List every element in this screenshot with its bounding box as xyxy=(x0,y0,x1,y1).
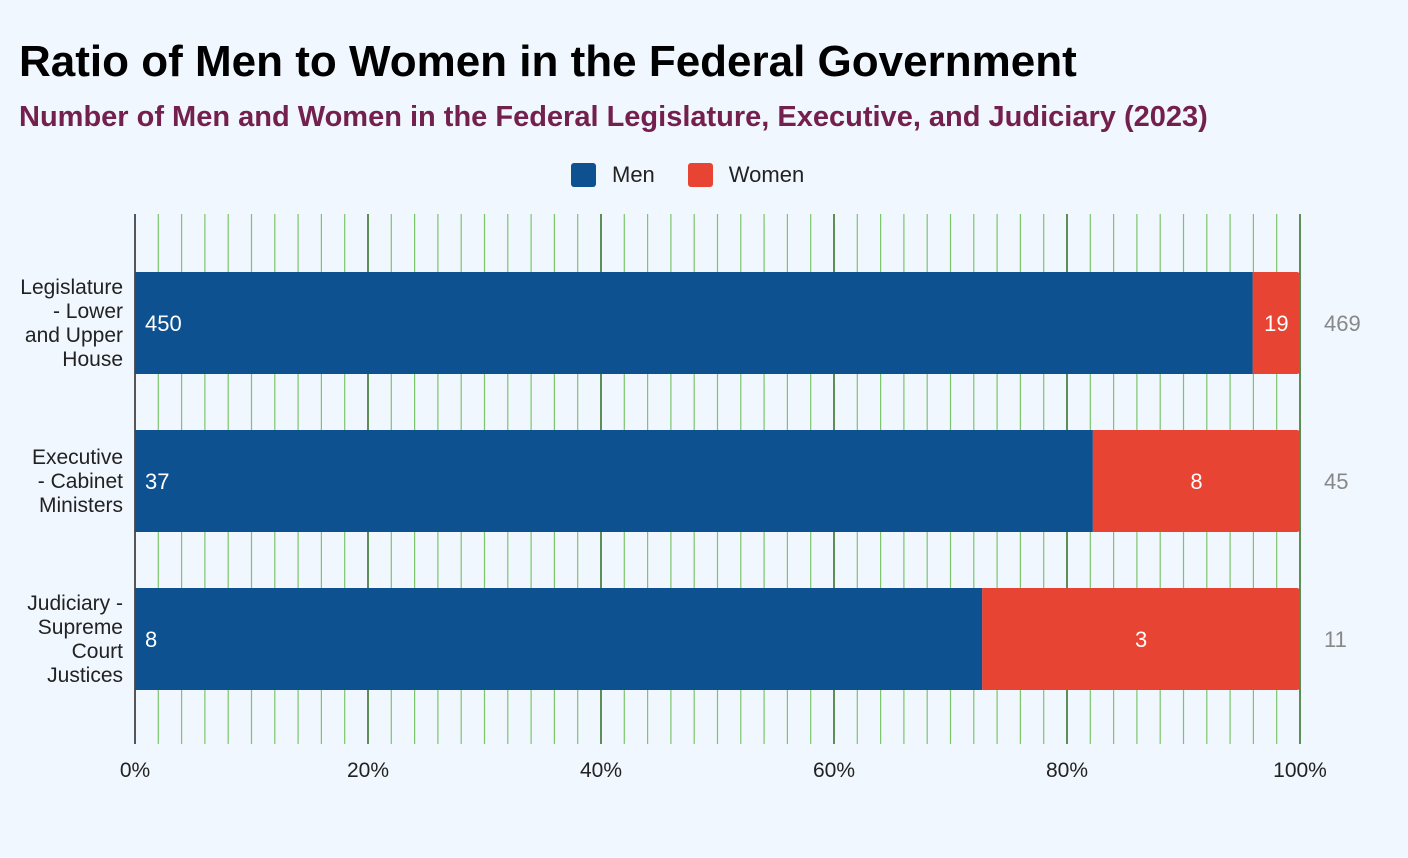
data-label-women: 19 xyxy=(1264,311,1288,336)
bar-men xyxy=(135,588,983,690)
legend-swatch-men xyxy=(571,163,596,187)
bar-men xyxy=(135,272,1253,374)
data-label-women: 3 xyxy=(1135,627,1147,652)
data-label-total: 45 xyxy=(1324,469,1348,494)
data-label-men: 37 xyxy=(145,469,169,494)
category-label: Ministers xyxy=(39,494,123,517)
legend-item-men[interactable]: Men xyxy=(571,162,655,188)
legend-label-women: Women xyxy=(728,162,805,187)
data-label-women: 8 xyxy=(1190,469,1202,494)
category-label: Executive xyxy=(32,446,123,469)
category-label: Supreme xyxy=(38,616,123,639)
bar-women xyxy=(982,588,1300,690)
category-label: House xyxy=(62,348,123,371)
category-label: - Cabinet xyxy=(38,470,123,493)
bar-women-edge xyxy=(1252,272,1257,374)
bar-women-edge xyxy=(982,588,987,690)
bar-men xyxy=(135,430,1093,532)
legend-item-women[interactable]: Women xyxy=(687,162,805,188)
category-label: Judiciary - xyxy=(27,592,123,615)
chart-subtitle: Number of Men and Women in the Federal L… xyxy=(19,101,1208,133)
category-label: Legislature xyxy=(20,276,123,299)
bar-women-edge xyxy=(1092,430,1097,532)
legend-swatch-women xyxy=(687,163,713,187)
data-label-total: 11 xyxy=(1324,627,1347,652)
chart-title: Ratio of Men to Women in the Federal Gov… xyxy=(19,37,1077,86)
x-tick-label: 40% xyxy=(580,759,622,782)
category-label: and Upper xyxy=(25,324,123,347)
x-tick-label: 20% xyxy=(347,759,389,782)
x-tick-label: 60% xyxy=(813,759,855,782)
data-label-men: 450 xyxy=(145,311,182,336)
x-tick-label: 100% xyxy=(1273,759,1327,782)
legend: Men Women xyxy=(571,162,837,188)
data-label-total: 469 xyxy=(1324,311,1361,336)
x-tick-label: 0% xyxy=(120,759,150,782)
category-label: Court xyxy=(72,640,124,663)
bar-women xyxy=(1092,430,1300,532)
category-label: Justices xyxy=(47,664,123,687)
legend-label-men: Men xyxy=(612,162,655,187)
category-label: - Lower xyxy=(53,300,123,323)
data-label-men: 8 xyxy=(145,627,157,652)
bar-women xyxy=(1252,272,1300,374)
x-tick-label: 80% xyxy=(1046,759,1088,782)
